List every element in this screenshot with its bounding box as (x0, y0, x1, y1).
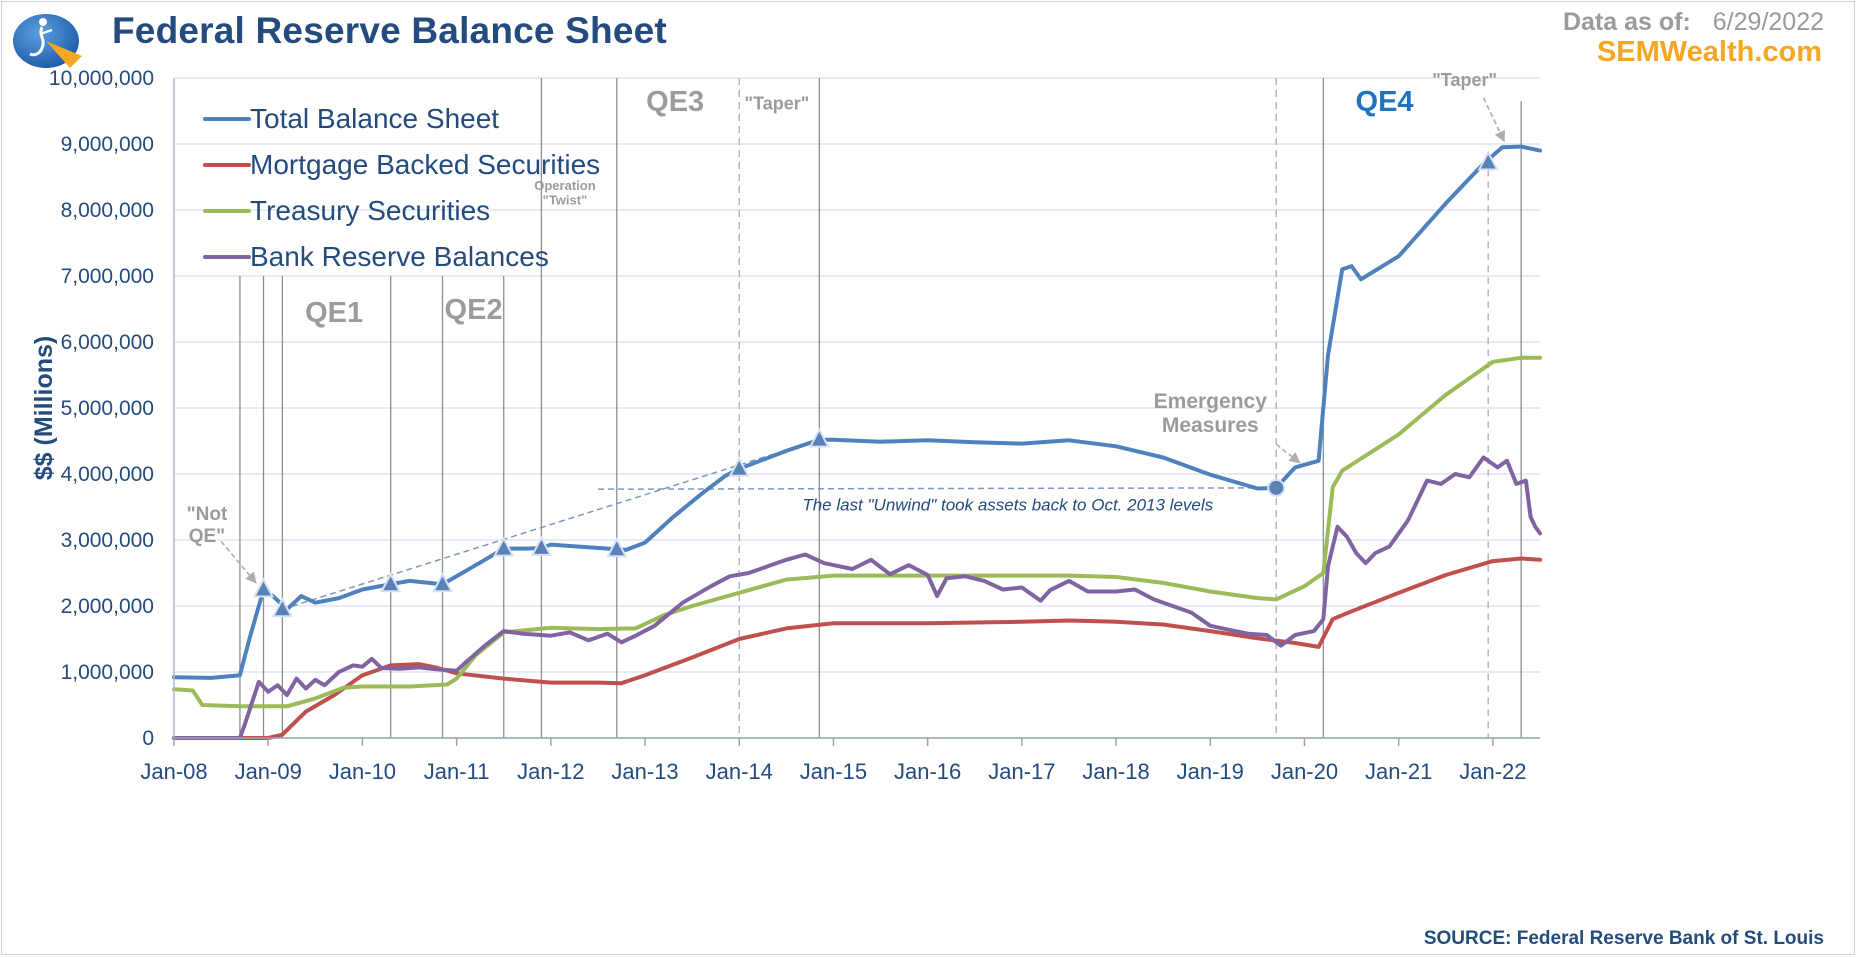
as-of-date: 6/29/2022 (1712, 8, 1824, 36)
event-marker (493, 536, 515, 557)
event-marker (728, 456, 750, 477)
y-tick-label: 0 (142, 727, 154, 750)
event-marker (808, 427, 830, 448)
x-tick-label: Jan-16 (894, 759, 961, 784)
sem-logo-icon (13, 14, 82, 68)
legend-label-total: Total Balance Sheet (250, 103, 499, 134)
annotation-text: QE4 (1356, 86, 1414, 118)
x-tick-label: Jan-09 (235, 759, 302, 784)
legend-label-reserves: Bank Reserve Balances (250, 241, 549, 272)
x-tick-label: Jan-12 (517, 759, 584, 784)
y-tick-label: 10,000,000 (49, 67, 154, 90)
y-axis-title: $$ (Millions) (30, 336, 58, 480)
event-marker (271, 597, 293, 618)
y-tick-label: 8,000,000 (61, 199, 154, 222)
x-tick-label: Jan-10 (329, 759, 396, 784)
x-tick-label: Jan-15 (800, 759, 867, 784)
event-marker (1477, 150, 1499, 171)
x-tick-label: Jan-11 (424, 759, 490, 784)
site-link[interactable]: SEMWealth.com (1596, 36, 1822, 68)
legend: Total Balance Sheet Mortgage Backed Secur… (203, 103, 600, 272)
annotation-arrow (1275, 443, 1301, 464)
legend-label-treasury: Treasury Securities (250, 195, 490, 226)
event-markers (252, 150, 1499, 618)
trend-line (597, 487, 1277, 490)
x-tick-label: Jan-08 (140, 759, 207, 784)
trend-line (282, 438, 820, 611)
as-of-label: Data as of: (1562, 8, 1691, 36)
annotation-text: "Not (187, 504, 228, 525)
y-tick-label: 1,000,000 (61, 661, 154, 684)
source-note: SOURCE: Federal Reserve Bank of St. Loui… (1423, 928, 1824, 949)
legend-label-mbs: Mortgage Backed Securities (250, 149, 600, 180)
x-tick-label: Jan-21 (1365, 759, 1432, 784)
annotation-text: "Taper" (1432, 70, 1497, 90)
annotation-text: Measures (1162, 414, 1259, 437)
series-lines (172, 144, 1542, 740)
series-line-total (172, 144, 1542, 680)
event-marker (380, 572, 402, 593)
annotation-arrow (220, 540, 257, 584)
annotation-text: "Taper" (745, 94, 810, 114)
event-marker (606, 537, 628, 558)
y-tick-label: 9,000,000 (61, 133, 154, 156)
annotation-text: QE1 (305, 297, 363, 329)
x-tick-label: Jan-18 (1082, 759, 1149, 784)
y-tick-label: 4,000,000 (61, 463, 154, 486)
x-tick-label: Jan-19 (1177, 759, 1244, 784)
annotation-text: "Twist" (543, 193, 588, 208)
event-marker (1267, 478, 1286, 497)
annotation-text: Operation (534, 178, 595, 193)
series-line-treasury (172, 355, 1542, 709)
y-tick-label: 6,000,000 (61, 331, 154, 354)
axes: 0 1,000,000 2,000,000 3,000,000 4,000,000 5,0… (30, 67, 1540, 784)
x-tick-label: Jan-22 (1459, 759, 1526, 784)
annotation-text: Emergency (1154, 390, 1268, 413)
y-tick-label: 7,000,000 (61, 265, 154, 288)
annotation-text: QE2 (445, 294, 503, 326)
y-tick-label: 2,000,000 (61, 595, 154, 618)
as-of-line: Data as of: 6/29/2022 (1563, 8, 1824, 37)
page-title: Federal Reserve Balance Sheet (112, 10, 667, 51)
x-tick-label: Jan-14 (706, 759, 773, 784)
annotation-text: The last "Unwind" took assets back to Oc… (802, 495, 1213, 514)
series-line-reserves (172, 455, 1542, 740)
annotation-text: QE3 (646, 86, 704, 118)
x-tick-label: Jan-13 (611, 759, 678, 784)
event-marker (431, 572, 454, 593)
y-tick-label: 5,000,000 (61, 397, 154, 420)
x-tick-label: Jan-17 (988, 759, 1055, 784)
y-tick-label: 3,000,000 (61, 529, 154, 552)
annotation-arrow (1482, 97, 1505, 143)
annotation-text: QE" (189, 526, 225, 547)
x-tick-label: Jan-20 (1271, 759, 1338, 784)
event-marker (530, 535, 553, 556)
event-marker (252, 577, 275, 598)
